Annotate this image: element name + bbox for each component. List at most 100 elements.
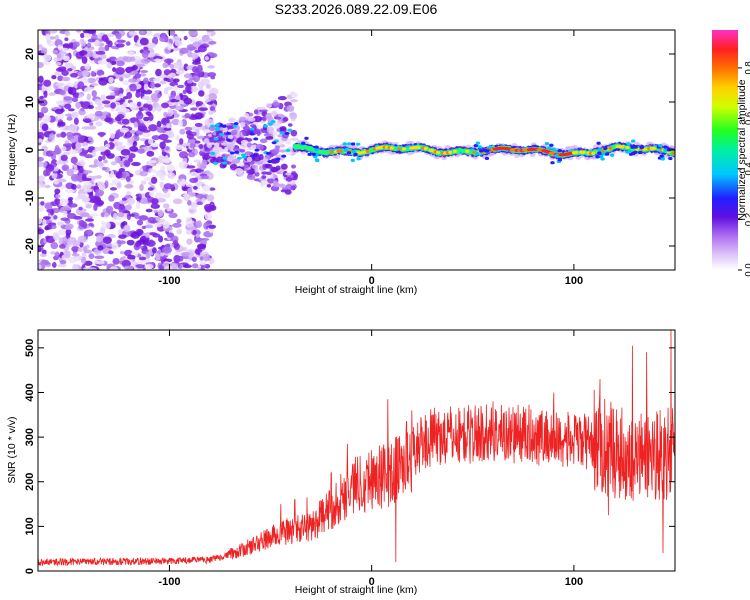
spectrogram-cell: [133, 121, 138, 129]
spectrogram-cell: [80, 256, 87, 264]
spectrogram-cell: [83, 260, 93, 266]
spectrogram-cell: [109, 266, 119, 270]
spectrogram-cell: [141, 225, 146, 229]
spectrogram-cell: [123, 265, 134, 270]
spectrogram-cell: [152, 247, 157, 254]
spectrogram-cell: [365, 149, 370, 153]
spectrogram-cell: [80, 32, 85, 39]
spectrogram-cell: [271, 148, 280, 155]
spectrogram-cell: [175, 95, 181, 101]
spectrogram-cell: [136, 219, 144, 226]
spectrogram-cell: [75, 30, 82, 33]
spectrogram-cell: [224, 146, 229, 153]
spectrogram-cell: [119, 199, 128, 205]
spectrogram-cell: [178, 151, 189, 159]
spectrogram-cell: [175, 144, 185, 151]
spectrogram-cell: [89, 122, 94, 126]
spectrogram-cell: [236, 156, 242, 160]
spectrogram-cell: [128, 31, 138, 36]
spectrogram-cell: [198, 90, 205, 97]
spectrogram-cell: [57, 221, 64, 226]
spectrogram-cell: [351, 150, 356, 154]
spectrogram-cell: [134, 55, 140, 61]
y-tick-label: 100: [24, 517, 36, 535]
spectrogram-cell: [168, 212, 178, 219]
spectrogram-cell: [68, 42, 74, 49]
spectrogram-cell: [275, 157, 281, 161]
spectrogram-cell: [244, 151, 253, 156]
spectrogram-cell: [195, 181, 205, 186]
spectrogram-cell: [162, 203, 170, 209]
spectrogram-cell: [179, 246, 188, 252]
spectrogram-cell: [143, 83, 149, 91]
spectrogram-cell: [206, 30, 214, 33]
spectrogram-cell: [81, 213, 90, 217]
spectrogram-cell: [151, 197, 159, 205]
spectrogram-cell: [74, 256, 80, 262]
spectrogram-cell: [626, 142, 631, 146]
spectrogram-cell: [78, 220, 86, 227]
spectrogram-cell: [273, 122, 281, 129]
spectrogram-cell: [184, 113, 191, 118]
spectrogram-cell: [64, 37, 69, 42]
spectrogram-cell: [666, 148, 672, 152]
spectrogram-cell: [423, 146, 428, 151]
spectrogram-cell: [57, 66, 67, 72]
spectrogram-cell: [199, 256, 204, 261]
spectrogram-cell: [175, 134, 180, 142]
spectrogram-cell: [58, 229, 66, 236]
spectrogram-cell: [285, 148, 291, 152]
spectrogram-cell: [259, 138, 268, 144]
spectrogram-cell: [149, 191, 155, 197]
spectrogram-cell: [625, 145, 630, 150]
spectrogram-cell: [62, 55, 70, 62]
spectrogram-cell: [120, 251, 125, 255]
spectrogram-cell: [52, 49, 59, 54]
spectrogram-cell: [176, 228, 183, 235]
spectrogram-cell: [191, 52, 199, 60]
spectrogram-cell: [120, 148, 131, 156]
spectrogram-cell: [265, 136, 274, 140]
spectrogram-cell: [167, 172, 176, 179]
spectrogram-cell: [90, 83, 99, 87]
spectrogram-cell: [71, 97, 79, 103]
spectrogram-cell: [186, 229, 192, 235]
spectrogram-cell: [163, 113, 172, 117]
spectrogram-cell: [242, 125, 250, 131]
spectrogram-cell: [117, 212, 125, 218]
spectrogram-cell: [64, 140, 70, 144]
spectrogram-cell: [600, 157, 605, 161]
spectrogram-cell: [38, 141, 42, 146]
colorbar: 0.0 0.2 0.4 0.6 0.8 Normalized spectral ampl…: [712, 30, 750, 277]
spectrogram-cell: [195, 220, 203, 228]
spectrogram-cell: [147, 187, 154, 191]
snr-y-label: SNR (10 * v/v): [6, 416, 18, 483]
spectrogram-cell: [52, 232, 60, 241]
colorbar-tick-label: 0.2: [743, 213, 750, 226]
spectrogram-cell: [199, 163, 206, 171]
spectrogram-cell: [38, 75, 44, 84]
spectrogram-cell: [230, 129, 238, 136]
spectrogram-cell: [552, 148, 557, 152]
spectrogram-cell: [80, 40, 87, 47]
spectrogram-cell: [204, 118, 215, 127]
spectrogram-cell: [125, 41, 131, 46]
colorbar-gradient: [712, 30, 738, 270]
spectrogram-cell: [98, 155, 103, 162]
spectrogram-cell: [188, 30, 198, 36]
spectrogram-cell: [638, 150, 643, 155]
spectrogram-cell: [266, 177, 275, 184]
spectrogram-cell: [203, 94, 210, 100]
spectrogram-cell: [87, 104, 95, 110]
spectrogram-cell: [651, 146, 656, 150]
spectrogram-cell: [100, 212, 106, 218]
spectrogram-cell: [106, 62, 113, 69]
spectrogram-cell: [118, 205, 127, 214]
spectrogram-cell: [39, 253, 47, 258]
spectrogram-cell: [267, 160, 273, 164]
spectrogram-cell: [111, 179, 121, 184]
spectrogram-cell: [62, 210, 68, 217]
spectrogram-cell: [129, 83, 137, 92]
spectrogram-cell: [402, 147, 407, 151]
spectrogram-cell: [191, 263, 199, 269]
